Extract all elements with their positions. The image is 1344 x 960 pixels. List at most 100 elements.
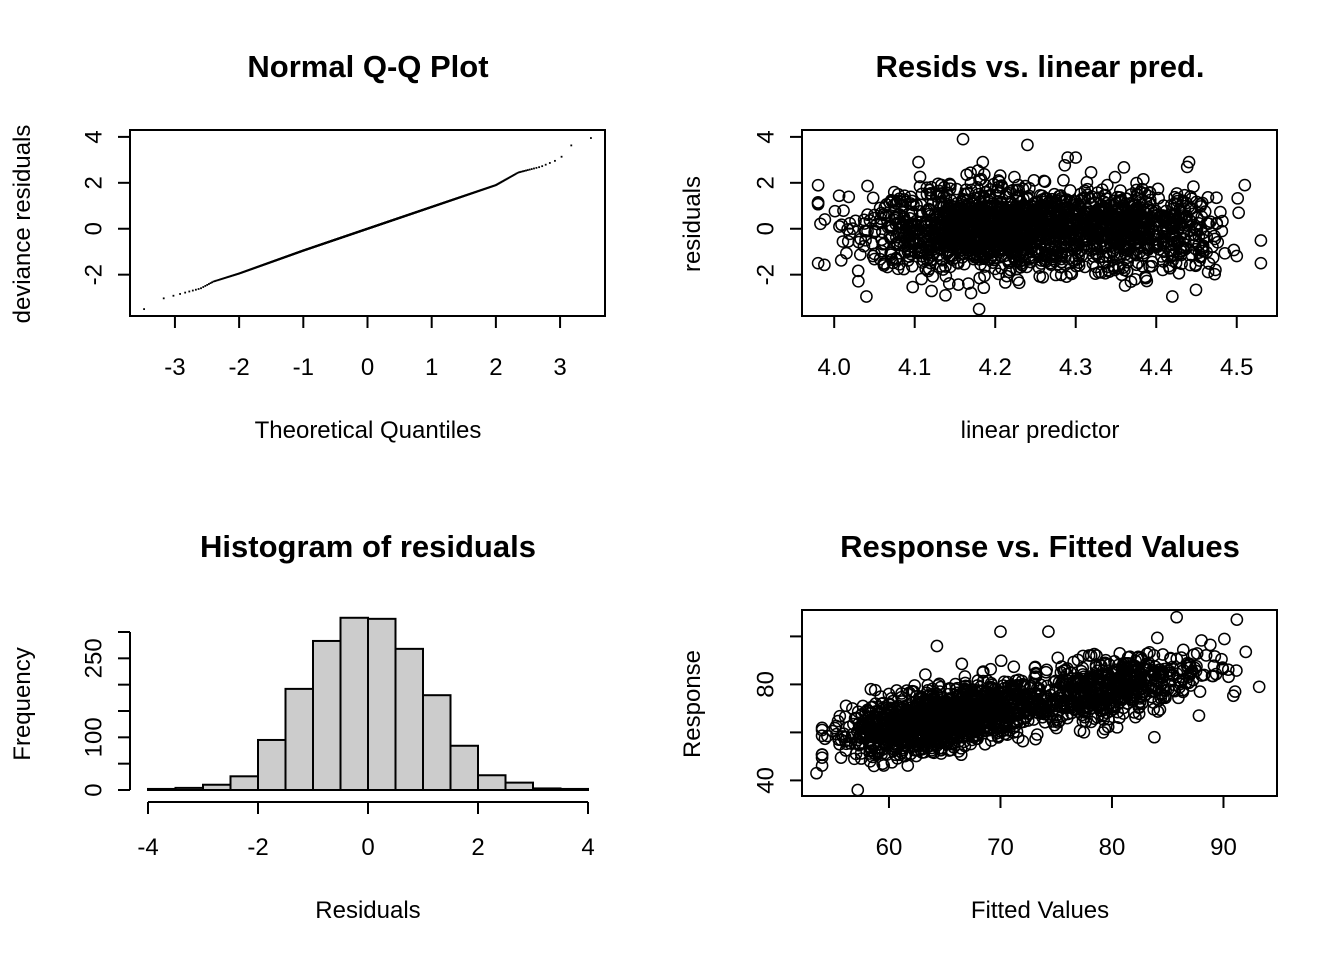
qq-x-tick-label: 2 [489, 354, 502, 381]
resid-point [1238, 178, 1252, 192]
resid-point [1184, 201, 1197, 215]
resid-point [1131, 231, 1145, 244]
qq-point [224, 277, 226, 279]
resid-point [1210, 191, 1223, 205]
resid-point [1143, 260, 1156, 273]
resid-point [883, 219, 896, 233]
resid-point [1167, 248, 1180, 261]
resid-point [1190, 211, 1204, 225]
resid-point [913, 170, 927, 184]
resid-point [875, 206, 888, 220]
hist-bar [532, 787, 562, 791]
hist-title: Histogram of residuals [200, 529, 536, 564]
resid-point [905, 207, 919, 221]
qq-x-tick-label: -3 [164, 354, 185, 381]
resid-point [1064, 233, 1078, 246]
fitted-point [919, 668, 932, 681]
qq-point [526, 169, 529, 171]
resid-point [968, 250, 982, 264]
resid-point [811, 178, 825, 192]
qq-x-axis: -3 -2 -1 0 1 2 3 [164, 315, 567, 381]
resid-point [992, 267, 1005, 281]
resid-point [1177, 240, 1190, 254]
resid-point [992, 174, 1005, 187]
resid-point [1196, 233, 1210, 247]
resid-point [935, 178, 948, 192]
hist-bar [367, 617, 397, 791]
hist-bar [504, 781, 534, 791]
qq-point [219, 278, 221, 281]
resid-point [1108, 170, 1122, 184]
resid-point [1163, 261, 1177, 275]
resid-point [1063, 184, 1077, 197]
resid-y-tick-label: 2 [753, 176, 780, 189]
resid-point [958, 187, 972, 201]
resid-point [842, 190, 856, 204]
resid-point [1156, 209, 1170, 222]
resid-point [973, 195, 987, 209]
qq-points [143, 137, 592, 311]
resid-point [1004, 201, 1018, 214]
qq-point [172, 294, 175, 297]
resid-point [1182, 200, 1196, 213]
resid-point [1104, 225, 1118, 238]
resid-x-tick-label: 4.2 [979, 354, 1012, 381]
hist-bar [202, 783, 232, 792]
resid-point [954, 210, 968, 224]
qq-point [197, 288, 200, 290]
resid-point [818, 213, 832, 226]
resid-point [957, 257, 971, 271]
resid-point [908, 226, 922, 240]
qq-point [515, 172, 518, 175]
resid-point [828, 204, 842, 218]
resid-point [1091, 186, 1104, 199]
qq-point [509, 176, 511, 179]
resid-point [1091, 202, 1105, 216]
qq-point [513, 174, 515, 176]
resid-point [1018, 213, 1032, 226]
resid-point [1211, 235, 1225, 249]
hist-bar [339, 616, 369, 792]
resid-point [1139, 195, 1153, 209]
resid-point [971, 164, 985, 177]
resid-point [968, 195, 982, 208]
resid-point [1133, 241, 1147, 254]
resid-point [924, 188, 938, 201]
resid-point [977, 281, 991, 295]
qq-point [214, 280, 216, 282]
qq-point [211, 281, 214, 284]
hist-bar [449, 744, 479, 792]
resid-point [1009, 243, 1023, 256]
resid-y-tick-label: 0 [753, 222, 780, 235]
hist-y-tick-label: 100 [81, 717, 108, 757]
qq-point [202, 286, 205, 288]
resid-point [883, 229, 897, 243]
resid-point [1069, 252, 1083, 266]
resid-x-axis: 4.0 4.1 4.2 4.3 4.4 4.5 [818, 315, 1253, 381]
resid-point [929, 189, 943, 203]
resid-point [1036, 270, 1050, 284]
resid-point [832, 189, 846, 203]
resid-point [1010, 216, 1023, 230]
hist-bar [559, 787, 589, 791]
resid-point [1010, 211, 1024, 225]
resid-point [915, 209, 928, 222]
resid-point [811, 256, 825, 270]
qq-y-tick-label: 0 [81, 222, 108, 235]
resid-point [1114, 195, 1128, 209]
resid-point [934, 259, 948, 273]
qq-point [215, 279, 218, 282]
resid-point [904, 244, 917, 258]
fitted-point [1016, 734, 1030, 748]
fitted-point [1228, 685, 1242, 698]
qq-point [525, 169, 527, 172]
resid-point [811, 196, 825, 209]
resid-point [1044, 241, 1058, 254]
resid-point [1021, 138, 1034, 152]
resid-point [1187, 180, 1200, 193]
resid-point [1156, 238, 1170, 251]
resid-point [1100, 178, 1114, 192]
resid-x-tick-label: 4.4 [1140, 354, 1173, 381]
